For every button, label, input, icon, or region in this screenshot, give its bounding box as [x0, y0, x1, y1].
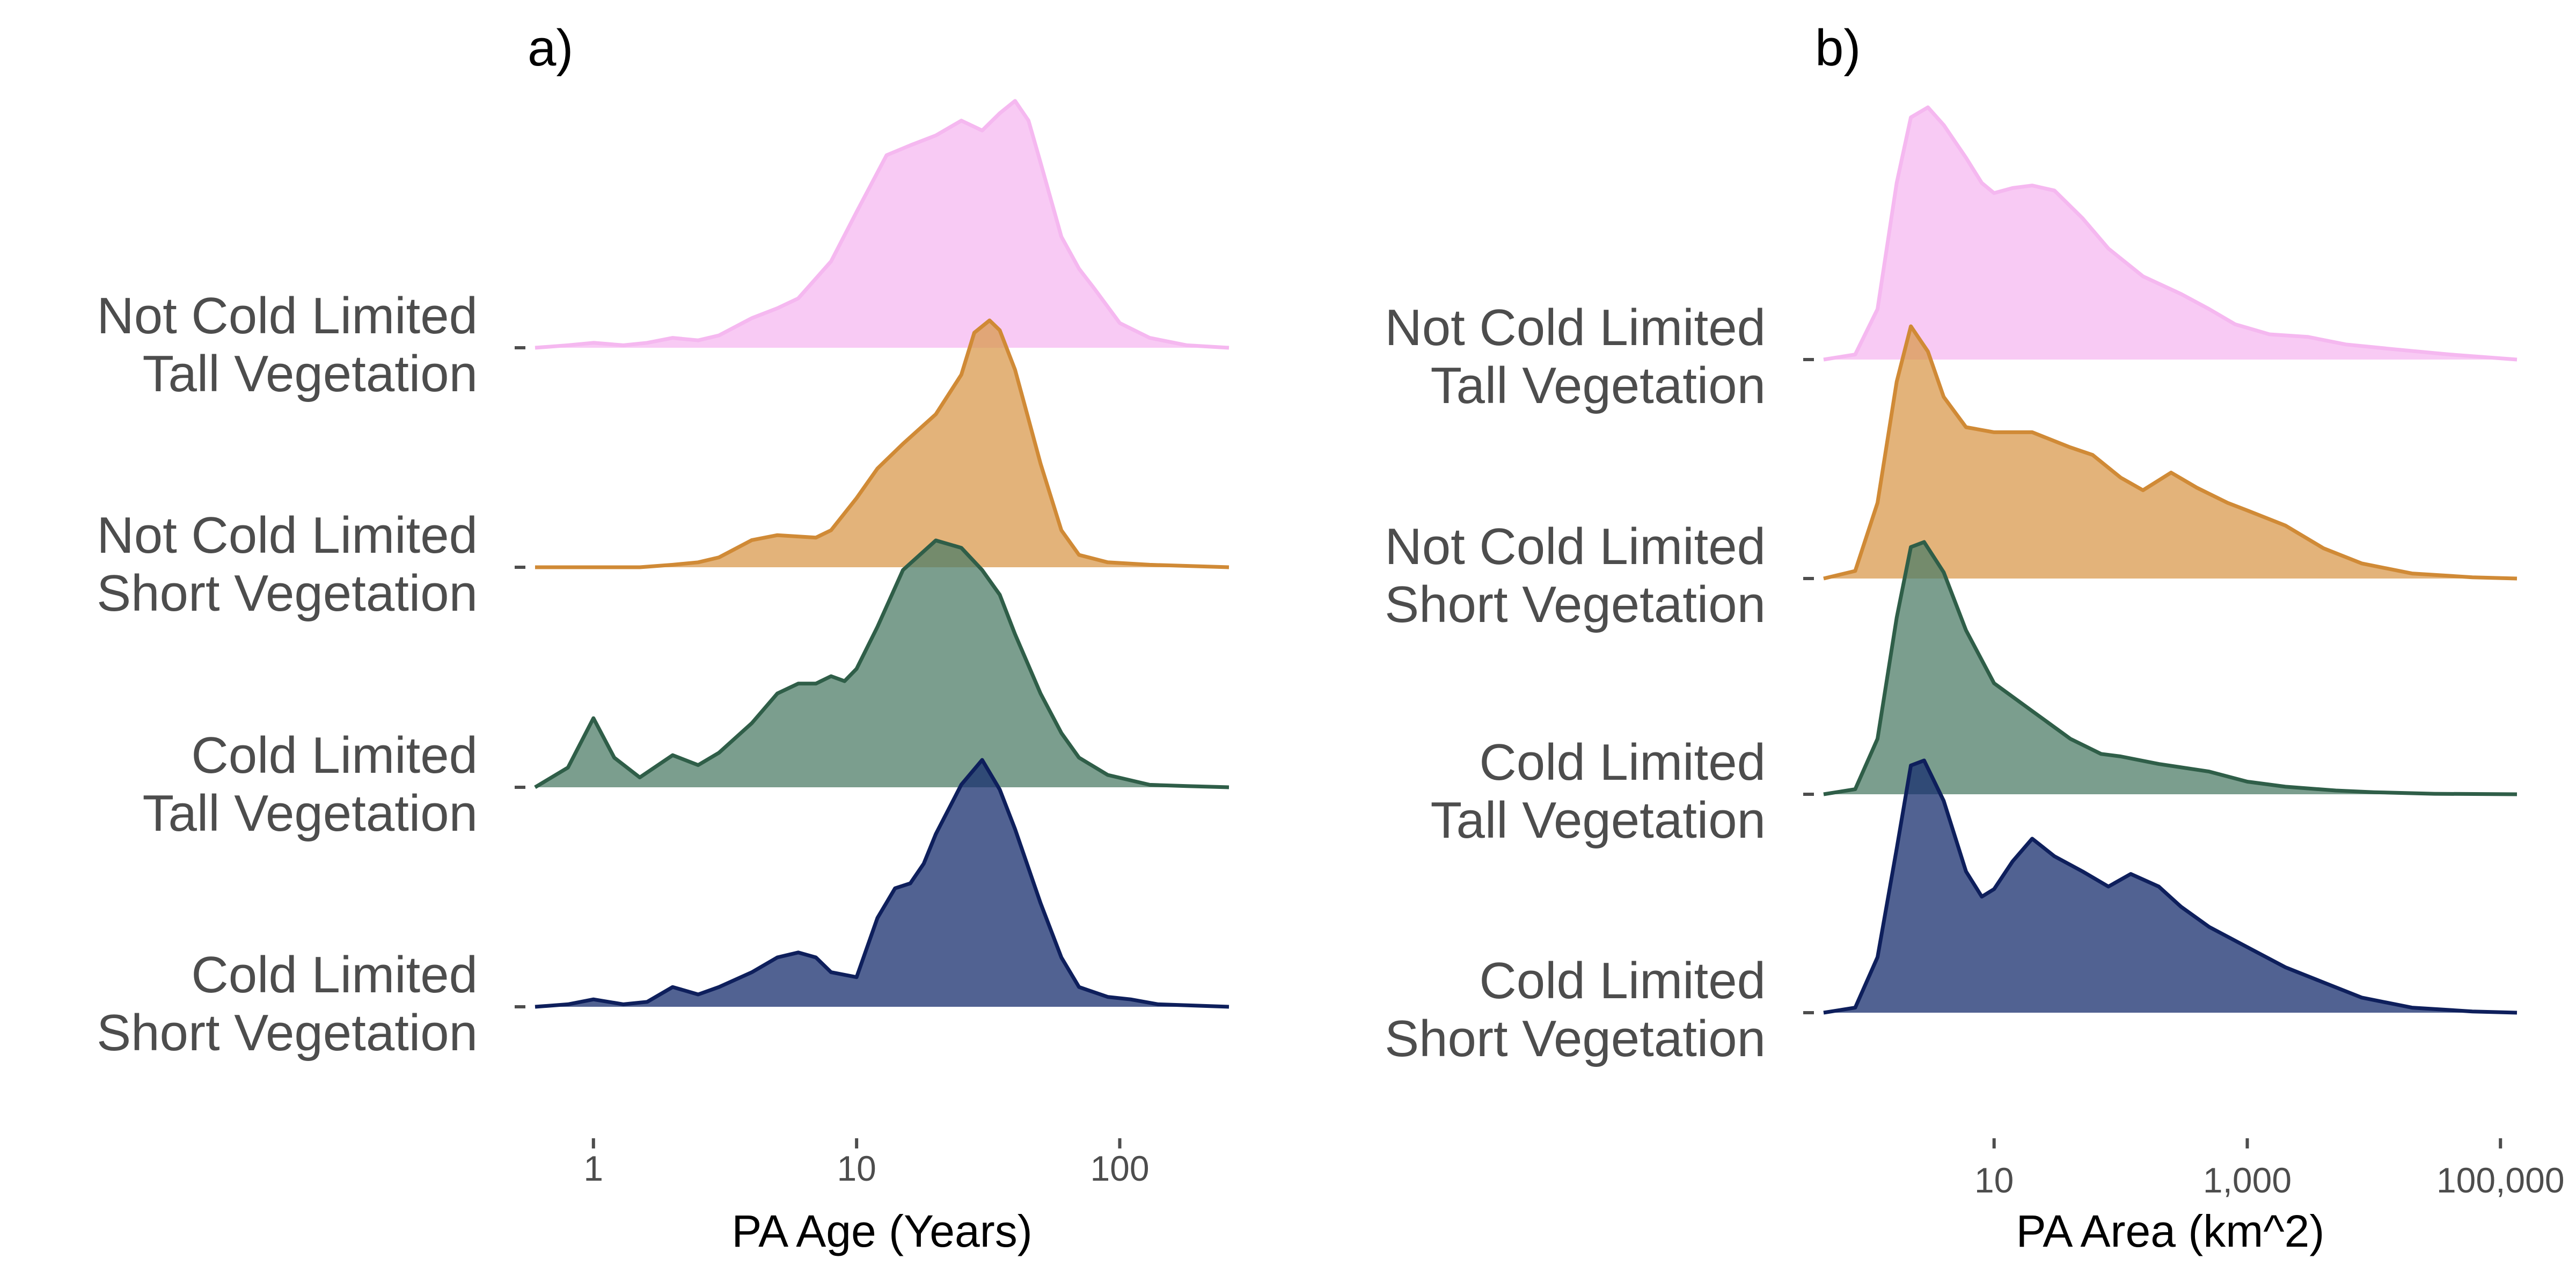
- ridge-area-3: [1824, 760, 2517, 1013]
- ridge-line-1: [1823, 324, 2518, 581]
- x-tick-label: 1,000: [2203, 1160, 2292, 1200]
- category-label-line: Tall Vegetation: [1431, 792, 1766, 849]
- ridge-line-0: [535, 99, 1230, 350]
- category-label-line: Cold Limited: [1479, 952, 1766, 1009]
- ridge-area-1: [1824, 326, 2517, 579]
- ridge-line-0: [1823, 105, 2518, 362]
- category-label: Cold Limited Short Vegetation: [1385, 952, 1766, 1067]
- category-label-line: Short Vegetation: [1385, 1010, 1766, 1067]
- ridge-area-0: [535, 101, 1229, 348]
- ridge-area-0: [1824, 107, 2517, 360]
- category-label-line: Cold Limited: [1479, 734, 1766, 791]
- category-label: Not Cold Limited Tall Vegetation: [1385, 299, 1766, 414]
- category-label: Not Cold Limited Short Vegetation: [97, 507, 478, 622]
- x-tick-label: 1: [583, 1148, 603, 1188]
- category-label-line: Cold Limited: [191, 946, 478, 1004]
- panel-title: b): [1815, 19, 1861, 77]
- ridge-area-3: [535, 760, 1229, 1007]
- category-label-line: Tall Vegetation: [143, 345, 478, 402]
- x-axis-title: PA Area (km^2): [2016, 1206, 2325, 1256]
- ridge-line-3: [535, 758, 1230, 1009]
- category-label-line: Not Cold Limited: [97, 507, 478, 564]
- category-label-line: Not Cold Limited: [97, 287, 478, 345]
- category-label: Not Cold Limited Short Vegetation: [1385, 518, 1766, 633]
- ridge-line-1: [535, 318, 1230, 569]
- ridge-line-3: [1823, 758, 2518, 1015]
- x-tick-label: 100,000: [2436, 1160, 2565, 1200]
- x-tick-label: 100: [1090, 1148, 1149, 1188]
- x-tick-label: 10: [837, 1148, 876, 1188]
- ridge-line-2: [534, 538, 1230, 789]
- x-tick-label: 10: [1974, 1160, 2014, 1200]
- category-label: Not Cold Limited Tall Vegetation: [97, 287, 478, 402]
- category-label-line: Short Vegetation: [1385, 576, 1766, 633]
- category-label-line: Cold Limited: [191, 727, 478, 784]
- panel-title: a): [528, 19, 573, 77]
- ridge-line-2: [1823, 540, 2518, 796]
- ridge-area-2: [1824, 542, 2517, 794]
- category-label: Cold Limited Tall Vegetation: [143, 727, 478, 842]
- category-label: Cold Limited Short Vegetation: [97, 946, 478, 1062]
- ridge-area-1: [535, 320, 1229, 567]
- category-label: Cold Limited Tall Vegetation: [1431, 734, 1766, 849]
- category-label-line: Tall Vegetation: [143, 785, 478, 842]
- category-label-line: Short Vegetation: [97, 565, 478, 622]
- category-label-line: Not Cold Limited: [1385, 518, 1766, 575]
- ridge-area-2: [535, 540, 1229, 787]
- category-label-line: Tall Vegetation: [1431, 357, 1766, 414]
- category-label-line: Short Vegetation: [97, 1004, 478, 1062]
- category-label-line: Not Cold Limited: [1385, 299, 1766, 356]
- x-axis-title: PA Age (Years): [731, 1206, 1032, 1256]
